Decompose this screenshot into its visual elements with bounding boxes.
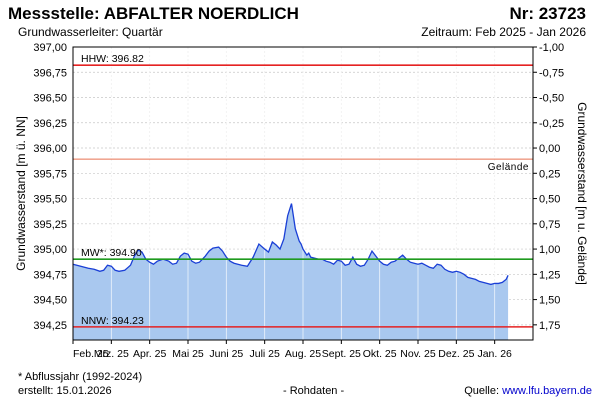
x-tick-label: Juli 25 [249,348,280,360]
raw-data-note: - Rohdaten - [283,385,345,397]
y-right-axis-title: Grundwasserstand [m u. Gelände] [575,102,589,285]
y-right-tick-label: 0,50 [539,194,560,206]
y-tick-label: 397,00 [33,42,67,54]
source-link[interactable]: www.lfu.bayern.de [502,385,592,397]
mw-label: MW*: 394.90 [81,247,142,259]
x-tick-label: Jan. 26 [477,348,512,360]
y-tick-label: 394,50 [33,295,67,307]
y-right-tick-label: 1,75 [539,320,560,332]
y-right-tick-label: 0,00 [539,143,560,155]
y-tick-label: 396,00 [33,143,67,155]
y-axis-title: Grundwasserstand [m ü. NN] [14,116,28,271]
x-tick-label: Nov. 25 [400,348,436,360]
x-tick-label: Juni 25 [209,348,243,360]
y-tick-label: 396,75 [33,67,67,79]
footnote: * Abflussjahr (1992-2024) [18,371,143,383]
y-right-tick-label: -0,25 [539,118,564,130]
x-tick-label: Aug. 25 [285,348,321,360]
y-right-tick-label: -0,50 [539,93,564,105]
y-tick-label: 394,25 [33,320,67,332]
y-right-tick-label: -1,00 [539,42,564,54]
source-note: Quelle: www.lfu.bayern.de [464,385,592,397]
water-level-line [72,203,509,286]
x-tick-label: Sept. 25 [322,348,361,360]
gelaende-label: Gelände [488,162,529,173]
y-tick-label: 396,50 [33,93,67,105]
period-label: Zeitraum: Feb 2025 - Jan 2026 [421,25,586,39]
nnw-label: NNW: 394.23 [81,315,144,327]
y-tick-label: 395,25 [33,219,67,231]
x-tick-label: Apr. 25 [133,348,166,360]
y-tick-label: 394,75 [33,269,67,281]
x-tick-label: Mrz. 25 [94,348,129,360]
y-right-tick-label: 0,75 [539,219,560,231]
y-tick-label: 395,50 [33,194,67,206]
y-right-tick-label: 1,25 [539,269,560,281]
x-tick-label: Okt. 25 [363,348,397,360]
y-right-tick-label: 1,50 [539,295,560,307]
hhw-label: HHW: 396.82 [81,53,144,65]
plot-frame [72,46,534,341]
x-tick-label: Feb. 25 [73,348,109,360]
station-number: Nr: 23723 [509,4,586,23]
created-date: erstellt: 15.01.2026 [18,385,112,397]
x-tick-label: Mai 25 [172,348,204,360]
y-tick-label: 396,25 [33,118,67,130]
aquifer-label: Grundwasserleiter: Quartär [18,25,163,39]
x-tick-label: Dez. 25 [438,348,474,360]
source-label: Quelle: [464,385,503,397]
y-right-tick-label: -0,75 [539,67,564,79]
y-tick-label: 395,75 [33,168,67,180]
water-level-area [73,203,509,340]
y-tick-label: 395,00 [33,244,67,256]
station-title: Messstelle: ABFALTER NOERDLICH [8,4,299,23]
y-right-tick-label: 1,00 [539,244,560,256]
y-right-tick-label: 0,25 [539,168,560,180]
